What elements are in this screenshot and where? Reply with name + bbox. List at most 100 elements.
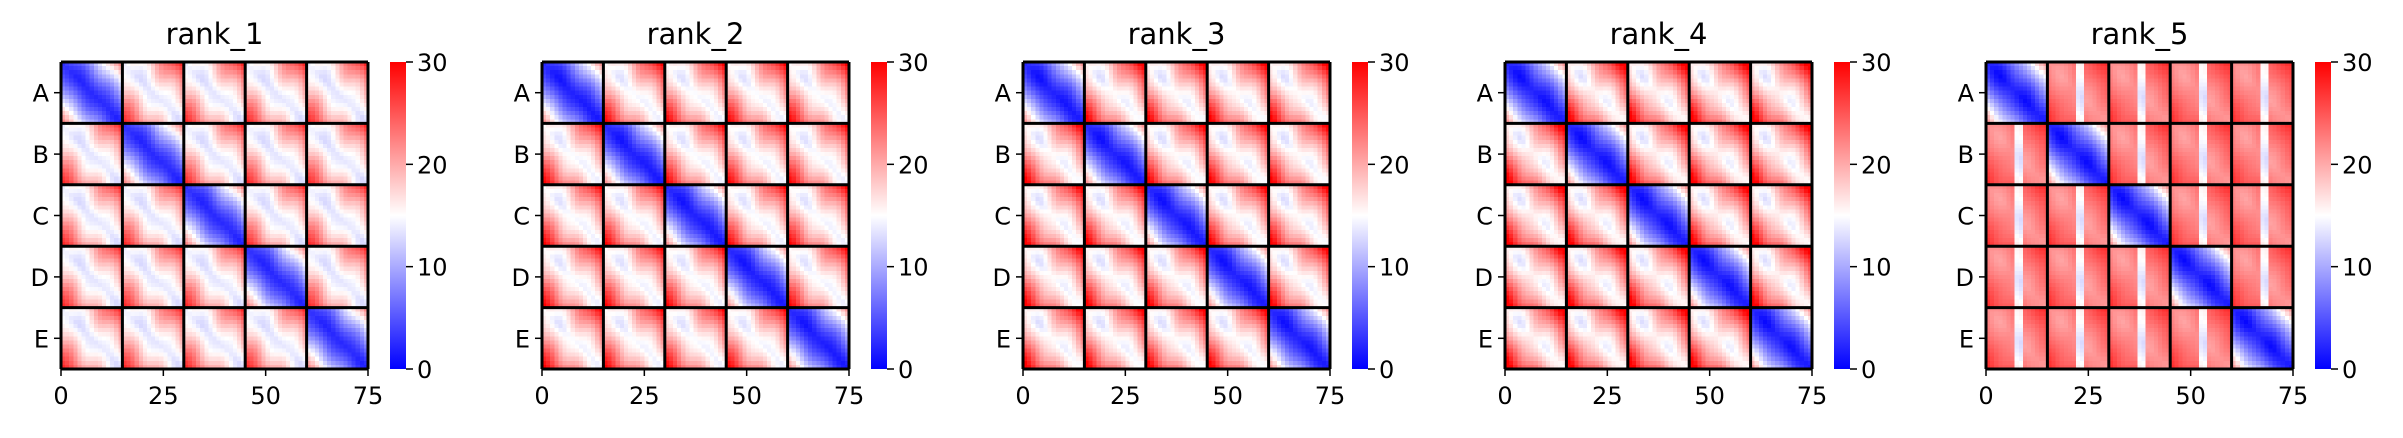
- heatmap-cell: [188, 132, 192, 136]
- heatmap-cell: [90, 136, 94, 140]
- heatmap-cell: [196, 144, 200, 148]
- heatmap-cell: [90, 103, 94, 107]
- heatmap-cell: [200, 74, 204, 78]
- heatmap-cell: [147, 127, 151, 131]
- heatmap-cell: [81, 144, 85, 148]
- heatmap-cell: [311, 82, 315, 86]
- heatmap-cell: [270, 99, 274, 103]
- heatmap-cell: [135, 132, 139, 136]
- heatmap-cell: [274, 70, 278, 74]
- heatmap-cell: [262, 82, 266, 86]
- heatmap-cell: [81, 136, 85, 140]
- heatmap-cell: [176, 95, 180, 99]
- heatmap-cell: [257, 91, 261, 95]
- heatmap-cell: [200, 91, 204, 95]
- heatmap-cell: [286, 66, 290, 70]
- heatmap-cell: [159, 136, 163, 140]
- heatmap-cell: [266, 148, 270, 152]
- heatmap-cell: [348, 66, 352, 70]
- heatmap-cell: [335, 115, 339, 119]
- heatmap-cell: [86, 160, 90, 164]
- heatmap-cell: [143, 111, 147, 115]
- heatmap-cell: [356, 132, 360, 136]
- heatmap-cell: [225, 99, 229, 103]
- heatmap-cell: [274, 132, 278, 136]
- heatmap-cell: [360, 70, 364, 74]
- heatmap-cell: [229, 127, 233, 131]
- heatmap-cell: [319, 95, 323, 99]
- heatmap-cell: [147, 160, 151, 164]
- heatmap-cell: [106, 95, 110, 99]
- heatmap-cell: [94, 66, 98, 70]
- heatmap-cell: [274, 144, 278, 148]
- heatmap-cell: [65, 115, 69, 119]
- heatmap-cell: [298, 136, 302, 140]
- heatmap-cell: [249, 140, 253, 144]
- heatmap-cell: [225, 156, 229, 160]
- heatmap-cell: [315, 136, 319, 140]
- heatmap-cell: [327, 140, 331, 144]
- heatmap-cell: [106, 103, 110, 107]
- heatmap-cell: [253, 144, 257, 148]
- heatmap-cell: [323, 103, 327, 107]
- heatmap-cell: [94, 127, 98, 131]
- heatmap-cell: [311, 140, 315, 144]
- heatmap-cell: [94, 136, 98, 140]
- heatmap-cell: [90, 140, 94, 144]
- heatmap-cell: [327, 99, 331, 103]
- heatmap-cell: [262, 111, 266, 115]
- heatmap-cell: [343, 127, 347, 131]
- heatmap-cell: [311, 144, 315, 148]
- heatmap-cell: [208, 95, 212, 99]
- heatmap-cell: [131, 148, 135, 152]
- heatmap-cell: [86, 127, 90, 131]
- heatmap-cell: [331, 66, 335, 70]
- heatmap-cell: [114, 148, 118, 152]
- heatmap-cell: [86, 91, 90, 95]
- heatmap-cell: [360, 66, 364, 70]
- heatmap-cell: [114, 152, 118, 156]
- heatmap-cell: [163, 144, 167, 148]
- heatmap-cell: [327, 87, 331, 91]
- heatmap-cell: [278, 82, 282, 86]
- heatmap-cell: [139, 66, 143, 70]
- heatmap-cell: [196, 66, 200, 70]
- heatmap-cell: [274, 78, 278, 82]
- heatmap-cell: [73, 70, 77, 74]
- heatmap-cell: [233, 132, 237, 136]
- heatmap-cell: [65, 160, 69, 164]
- heatmap-cell: [86, 70, 90, 74]
- heatmap-cell: [163, 95, 167, 99]
- heatmap-cell: [204, 127, 208, 131]
- heatmap-cell: [221, 107, 225, 111]
- heatmap-cell: [69, 148, 73, 152]
- heatmap-cell: [65, 99, 69, 103]
- heatmap-cell: [188, 70, 192, 74]
- heatmap-cell: [229, 136, 233, 140]
- heatmap-cell: [274, 115, 278, 119]
- heatmap-cell: [86, 111, 90, 115]
- heatmap-cell: [327, 70, 331, 74]
- heatmap-cell: [290, 132, 294, 136]
- heatmap-cell: [110, 103, 114, 107]
- heatmap-cell: [155, 99, 159, 103]
- heatmap-cell: [102, 91, 106, 95]
- heatmap-cell: [360, 82, 364, 86]
- heatmap-cell: [278, 99, 282, 103]
- heatmap-cell: [294, 115, 298, 119]
- heatmap-cell: [65, 148, 69, 152]
- heatmap-cell: [196, 136, 200, 140]
- heatmap-cell: [257, 152, 261, 156]
- heatmap-cell: [225, 66, 229, 70]
- heatmap-cell: [212, 107, 216, 111]
- heatmap-cell: [98, 91, 102, 95]
- heatmap-cell: [106, 115, 110, 119]
- heatmap-cell: [106, 156, 110, 160]
- heatmap-cell: [282, 127, 286, 131]
- heatmap-cell: [348, 82, 352, 86]
- heatmap-cell: [110, 160, 114, 164]
- heatmap-cell: [257, 107, 261, 111]
- heatmap-cell: [290, 152, 294, 156]
- heatmap-cell: [172, 99, 176, 103]
- heatmap-cell: [249, 99, 253, 103]
